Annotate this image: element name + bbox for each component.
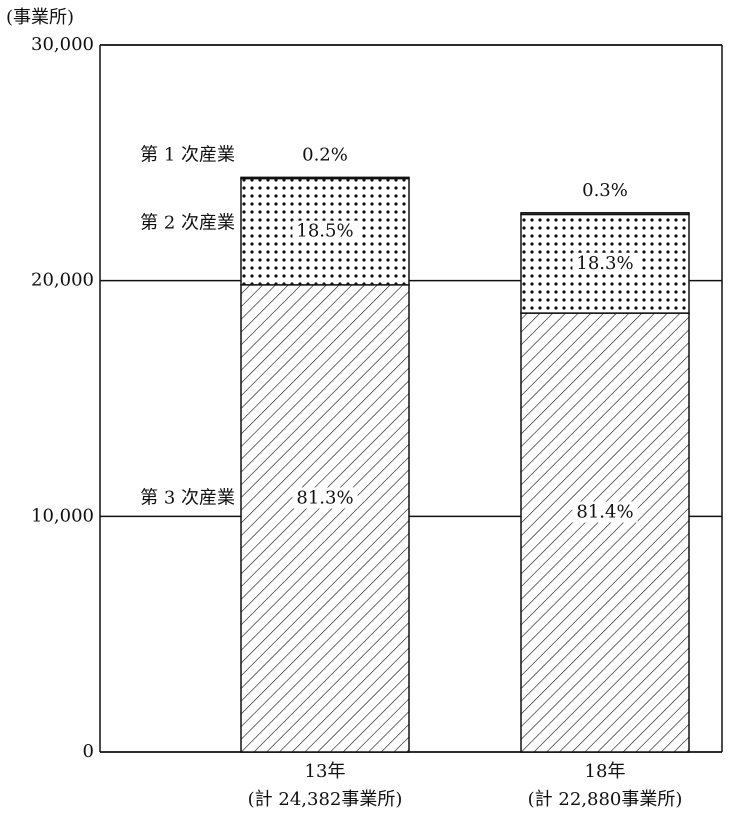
y-tick-label: 10,000 [31, 505, 94, 526]
value-label: 81.3% [296, 487, 353, 508]
label-bg [298, 144, 352, 166]
y-tick-label: 30,000 [31, 34, 94, 55]
label-bg [572, 252, 638, 274]
y-tick-label: 20,000 [31, 270, 94, 291]
x-tick-sublabel: (計 22,880事業所) [528, 789, 683, 810]
value-label: 0.2% [302, 144, 348, 165]
x-tick-label: 18年 [585, 761, 626, 782]
label-bg [292, 487, 358, 509]
value-label: 81.4% [576, 502, 633, 523]
series-label: 第 1 次産業 [140, 144, 235, 165]
y-axis-label: (事業所) [6, 7, 74, 28]
bar-segment [520, 312, 690, 753]
y-tick-label: 0 [83, 741, 94, 762]
bar-segment [520, 212, 690, 216]
bar-segment [240, 284, 410, 753]
label-bg [578, 179, 632, 201]
value-label: 18.5% [296, 221, 353, 242]
bar-segment [240, 176, 410, 180]
x-tick-sublabel: (計 24,382事業所) [248, 789, 403, 810]
label-bg [292, 220, 358, 242]
label-bg [572, 501, 638, 523]
value-label: 0.3% [582, 180, 628, 201]
value-label: 18.3% [576, 253, 633, 274]
x-tick-label: 13年 [305, 761, 346, 782]
series-label: 第 2 次産業 [140, 213, 235, 234]
series-label: 第 3 次産業 [140, 487, 235, 508]
